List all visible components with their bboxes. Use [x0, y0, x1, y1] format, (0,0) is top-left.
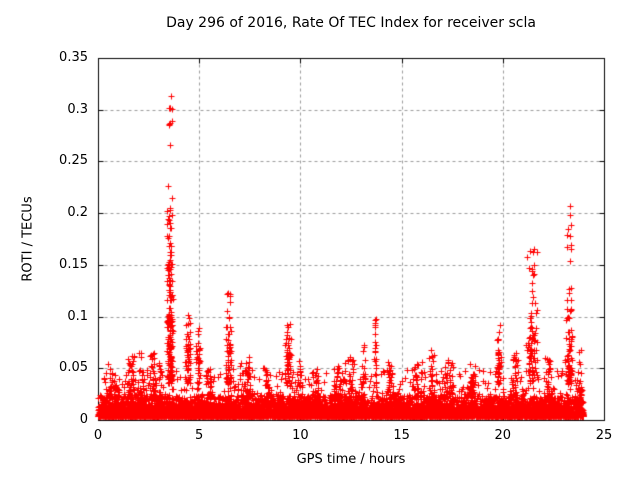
y-tick-label: 0.15 — [59, 256, 88, 272]
y-tick-label: 0.1 — [67, 308, 88, 324]
y-tick-label: 0.05 — [59, 360, 88, 376]
x-tick-label: 20 — [494, 428, 512, 443]
x-tick-label: 25 — [595, 428, 613, 443]
x-tick-label: 10 — [292, 428, 309, 443]
x-tick-label: 0 — [93, 428, 103, 443]
y-tick-label: 0.2 — [67, 205, 88, 221]
y-tick-label: 0.25 — [59, 153, 88, 169]
y-tick-label: 0 — [79, 412, 88, 427]
y-tick-label: 0.35 — [59, 50, 88, 65]
y-tick-label: 0.3 — [67, 101, 88, 117]
x-tick-label: 5 — [195, 428, 204, 443]
x-tick-label: 15 — [393, 428, 410, 443]
